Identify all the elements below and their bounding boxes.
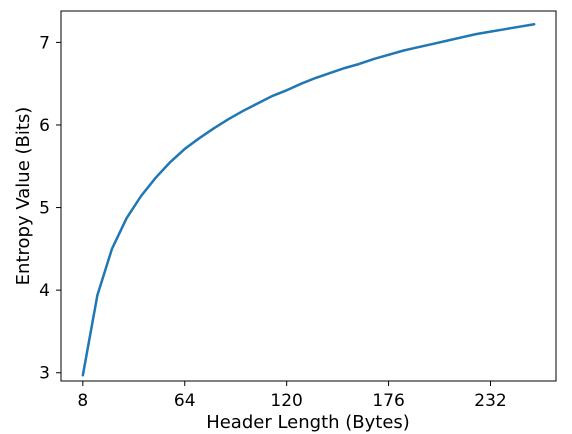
y-tick-label: 4	[39, 281, 50, 301]
x-tick-label: 64	[174, 391, 196, 411]
x-axis-label: Header Length (Bytes)	[206, 412, 410, 433]
y-tick-label: 3	[39, 364, 50, 384]
x-tick-label: 120	[270, 391, 302, 411]
plot-area	[61, 11, 556, 381]
y-axis-ticks: 3 4 5 6 7	[39, 33, 61, 384]
x-tick-label: 8	[77, 391, 88, 411]
y-axis-label: Entropy Value (Bits)	[13, 107, 34, 286]
x-tick-label: 232	[474, 391, 506, 411]
y-tick-label: 7	[39, 33, 50, 53]
x-tick-label: 176	[372, 391, 404, 411]
plot-frame	[60, 10, 557, 382]
x-axis-ticks: 8 64 120 176 232	[77, 381, 507, 411]
entropy-line	[81, 22, 536, 377]
y-tick-label: 5	[39, 199, 50, 219]
y-tick-label: 6	[39, 116, 50, 136]
